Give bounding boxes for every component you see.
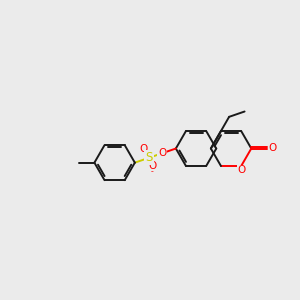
Text: O: O <box>139 144 148 154</box>
Text: S: S <box>145 151 153 164</box>
Text: O: O <box>237 165 246 175</box>
Text: O: O <box>268 143 276 153</box>
Text: O: O <box>148 161 156 171</box>
Text: O: O <box>158 148 166 158</box>
